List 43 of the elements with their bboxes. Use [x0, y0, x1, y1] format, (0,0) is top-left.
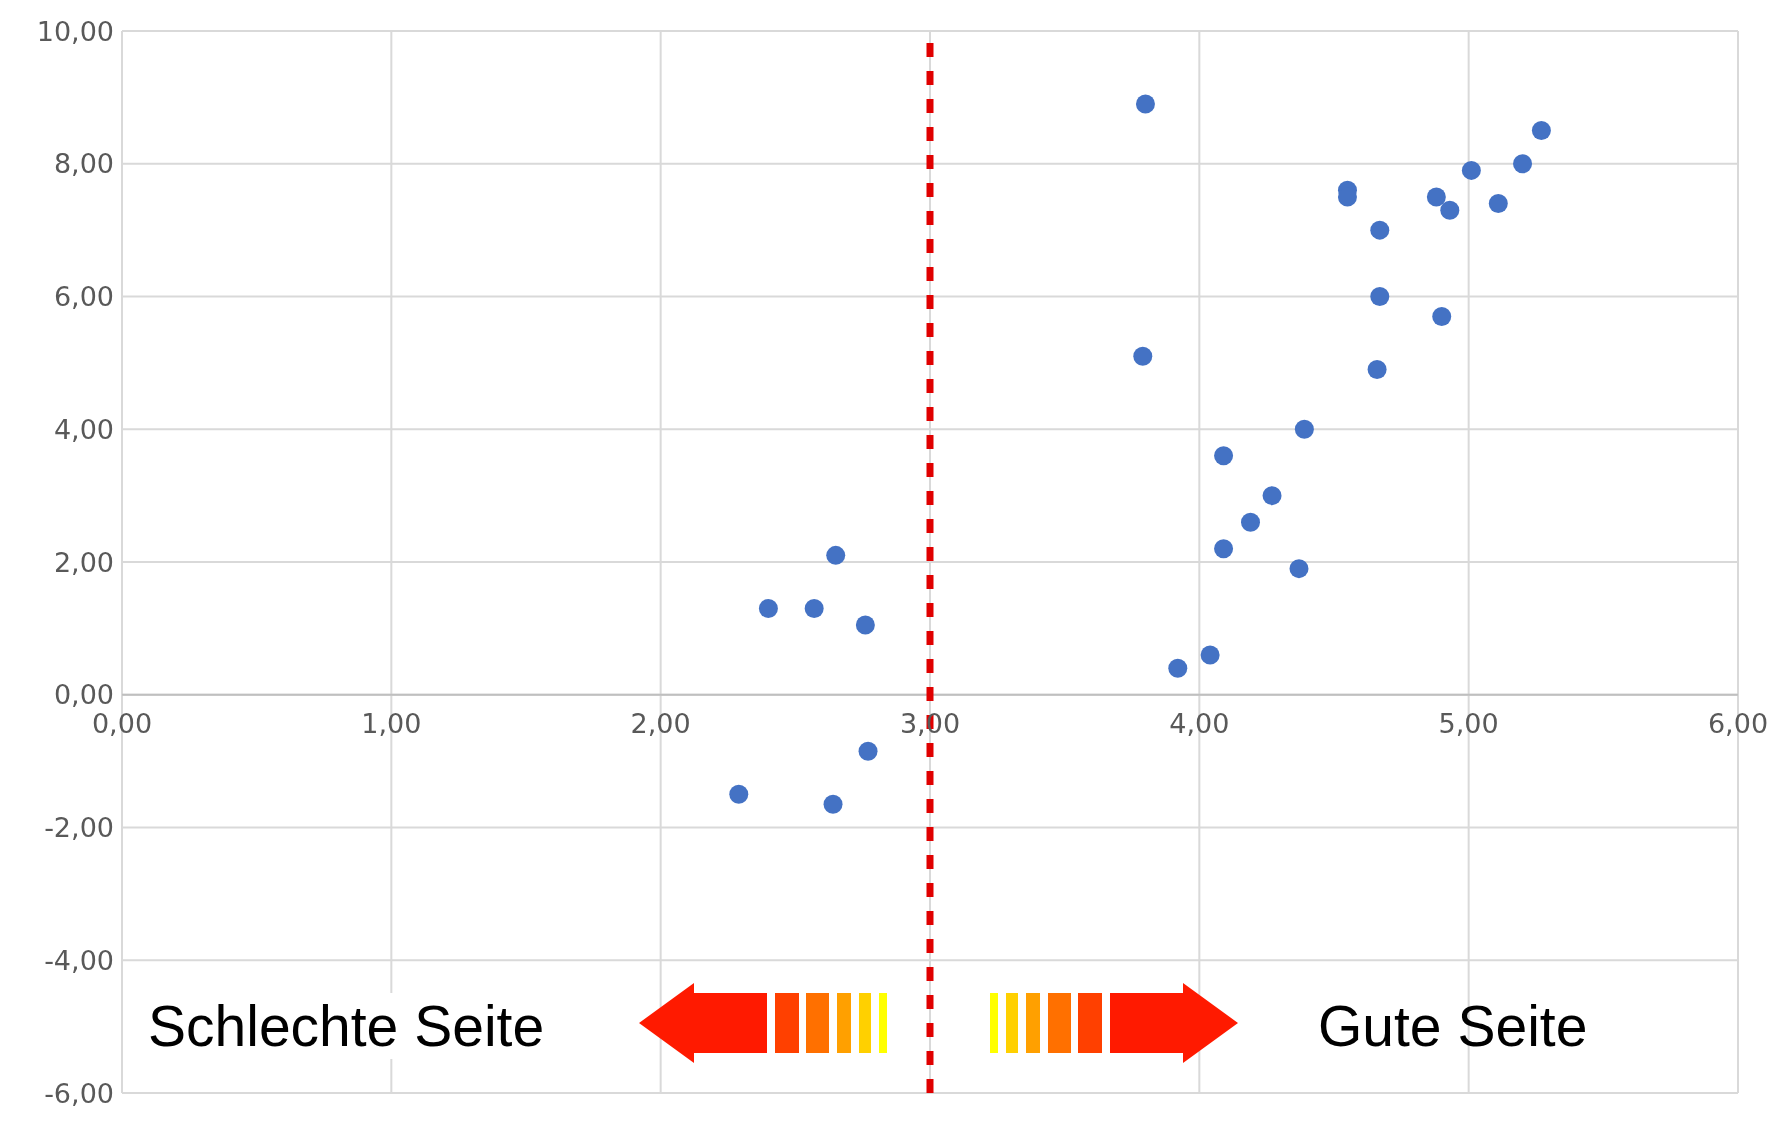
x-tick-label: 6,00 — [1707, 707, 1769, 739]
point — [1370, 220, 1390, 240]
point — [1426, 187, 1446, 207]
point — [1200, 645, 1220, 665]
x-tick-label: 5,00 — [1438, 707, 1499, 739]
y-tick-label: 8,00 — [53, 148, 114, 180]
y-tick-label: 6,00 — [53, 281, 114, 313]
point — [1214, 446, 1234, 466]
y-tick-label: -4,00 — [44, 944, 114, 976]
y-tick-label: -6,00 — [44, 1077, 114, 1109]
point — [1461, 160, 1481, 180]
point — [858, 741, 878, 761]
point — [1262, 486, 1282, 506]
point — [1241, 512, 1261, 532]
y-tick-label: 4,00 — [53, 413, 114, 445]
point — [1488, 194, 1508, 214]
point — [1168, 658, 1188, 678]
point — [804, 598, 824, 618]
x-tick-label: 3,00 — [899, 707, 961, 739]
y-tick-label: -2,00 — [44, 812, 114, 844]
point — [823, 794, 843, 814]
point — [1214, 539, 1234, 559]
annotation: Gute Seite — [1317, 993, 1589, 1059]
point — [729, 784, 749, 804]
x-tick-label: 2,00 — [630, 707, 691, 739]
point — [1289, 559, 1309, 579]
point — [1294, 419, 1314, 439]
point — [855, 615, 875, 635]
point — [1432, 306, 1452, 326]
point — [1133, 346, 1153, 366]
point — [1513, 154, 1533, 174]
point — [1135, 94, 1155, 114]
point — [1367, 360, 1387, 380]
x-tick-label: 1,00 — [361, 707, 422, 739]
point — [826, 545, 846, 565]
point — [1531, 121, 1551, 141]
annotation: Schlechte Seite — [138, 993, 555, 1059]
y-tick-label: 2,00 — [53, 546, 114, 578]
point — [1370, 287, 1390, 306]
point — [1440, 200, 1460, 220]
point — [758, 598, 778, 618]
y-tick-label: 10,00 — [36, 15, 114, 47]
x-tick-label: 4,00 — [1169, 707, 1230, 739]
